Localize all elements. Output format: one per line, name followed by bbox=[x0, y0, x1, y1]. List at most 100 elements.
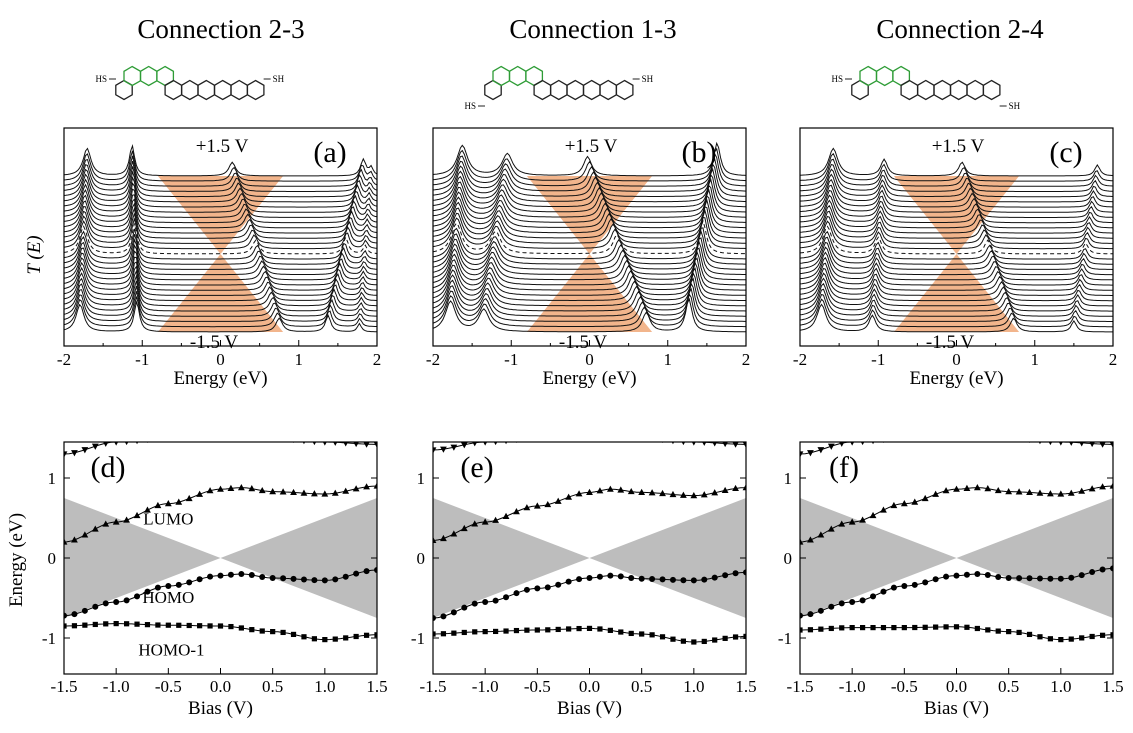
marker-homo bbox=[1099, 566, 1106, 573]
marker-homo bbox=[953, 572, 960, 579]
marker-lumo bbox=[963, 484, 971, 491]
transmission-curve bbox=[432, 219, 747, 255]
transmission-curve bbox=[799, 288, 1113, 317]
marker-lumo bbox=[1015, 488, 1023, 495]
marker-triangle-down bbox=[974, 434, 981, 440]
x-tick-label: 0.5 bbox=[262, 677, 283, 696]
marker-lumo bbox=[1109, 482, 1113, 489]
transmission-curve bbox=[63, 175, 378, 208]
marker-triangle-down bbox=[555, 435, 562, 441]
marker-homo-1 bbox=[818, 626, 824, 632]
marker-homo bbox=[576, 576, 583, 583]
transmission-curve bbox=[63, 155, 378, 187]
marker-lumo bbox=[481, 518, 489, 525]
marker-lumo bbox=[206, 487, 214, 494]
transmission-curve bbox=[432, 173, 746, 208]
bias-label-top: +1.5 V bbox=[565, 136, 618, 157]
x-tick-label: 0.0 bbox=[210, 677, 231, 696]
marker-homo-1 bbox=[891, 625, 897, 631]
marker-lumo bbox=[154, 501, 162, 509]
transmission-curve bbox=[432, 152, 746, 187]
transmission-curve bbox=[799, 184, 1113, 213]
y-tick-label: 1 bbox=[48, 469, 57, 488]
marker-triangle-down bbox=[807, 450, 814, 457]
y-tick-label: 0 bbox=[48, 549, 57, 568]
marker-homo bbox=[607, 572, 614, 579]
marker-homo bbox=[144, 588, 151, 595]
marker-homo-1 bbox=[807, 627, 814, 633]
transmission-curve bbox=[63, 188, 378, 218]
molecule-ring bbox=[246, 79, 265, 101]
panel-label: (c) bbox=[1049, 136, 1082, 169]
marker-lumo bbox=[869, 511, 877, 519]
bias-window-left bbox=[64, 498, 221, 618]
marker-homo-1 bbox=[155, 622, 161, 628]
x-axis-label: Bias (V) bbox=[924, 698, 989, 719]
plot-area bbox=[800, 434, 1113, 643]
bias-window-bottom bbox=[157, 254, 284, 332]
molecule-ring bbox=[900, 79, 919, 101]
marker-homo bbox=[433, 615, 436, 621]
marker-lumo bbox=[880, 506, 887, 513]
marker-triangle-down bbox=[259, 435, 266, 441]
marker-triangle-down bbox=[586, 434, 593, 440]
marker-lumo bbox=[565, 493, 573, 500]
marker-lumo bbox=[617, 486, 625, 493]
marker-homo bbox=[165, 583, 172, 589]
marker-homo-1 bbox=[933, 624, 939, 630]
marker-homo bbox=[638, 575, 645, 582]
marker-lumo bbox=[196, 490, 204, 497]
x-tick-label: 1 bbox=[1031, 350, 1040, 369]
marker-homo bbox=[922, 579, 929, 586]
marker-homo-1 bbox=[901, 625, 907, 631]
transmission-curve bbox=[63, 166, 378, 198]
marker-lumo bbox=[838, 520, 846, 527]
marker-homo-1 bbox=[249, 627, 255, 633]
orbital-label-lumo: LUMO bbox=[143, 509, 193, 528]
transmission-curve bbox=[799, 215, 1113, 244]
bias-label-top: +1.5 V bbox=[932, 136, 985, 157]
molecule-3: HS SH bbox=[831, 65, 1021, 111]
transmission-curve bbox=[63, 280, 377, 312]
x-tick-label: -1.5 bbox=[51, 677, 78, 696]
x-tick-label: 1.5 bbox=[1102, 677, 1123, 696]
marker-homo-1 bbox=[597, 626, 603, 632]
marker-homo bbox=[1089, 569, 1096, 576]
marker-homo-1 bbox=[712, 637, 718, 643]
marker-triangle-down bbox=[238, 434, 245, 440]
transmission-curve bbox=[432, 198, 746, 234]
marker-homo bbox=[353, 570, 360, 577]
marker-homo bbox=[207, 573, 214, 580]
marker-lumo bbox=[1078, 487, 1086, 494]
transmission-curve bbox=[432, 157, 747, 192]
marker-homo bbox=[838, 600, 845, 607]
marker-triangle-down bbox=[1109, 442, 1113, 448]
transmission-curve bbox=[63, 296, 377, 328]
marker-triangle-down bbox=[363, 442, 370, 448]
molecule-ring bbox=[213, 79, 232, 101]
x-tick-label: 1.5 bbox=[735, 677, 756, 696]
bias-label-bottom: -1.5 V bbox=[190, 332, 238, 353]
marker-triangle-down bbox=[850, 442, 855, 446]
molecule-ring bbox=[164, 79, 183, 101]
marker-triangle-down bbox=[576, 434, 583, 440]
x-axis-label: Energy (eV) bbox=[173, 368, 267, 389]
marker-lumo bbox=[144, 506, 151, 513]
marker-triangle-down bbox=[1089, 442, 1095, 448]
transmission-curve bbox=[432, 208, 747, 244]
marker-lumo bbox=[690, 492, 698, 499]
x-tick-label: 0 bbox=[585, 350, 594, 369]
marker-homo-1 bbox=[176, 622, 182, 628]
marker-homo-1 bbox=[1037, 634, 1043, 640]
marker-homo-1 bbox=[586, 625, 593, 631]
marker-homo bbox=[196, 576, 203, 583]
marker-lumo bbox=[984, 485, 992, 492]
transmission-curve bbox=[432, 188, 746, 223]
marker-triangle-down bbox=[1079, 442, 1085, 447]
marker-triangle-down bbox=[943, 434, 950, 440]
marker-homo-1 bbox=[1006, 629, 1012, 635]
transmission-curve bbox=[63, 261, 378, 291]
marker-lumo bbox=[1026, 488, 1033, 496]
bias-window-right bbox=[589, 498, 746, 618]
marker-homo-1 bbox=[628, 630, 634, 637]
